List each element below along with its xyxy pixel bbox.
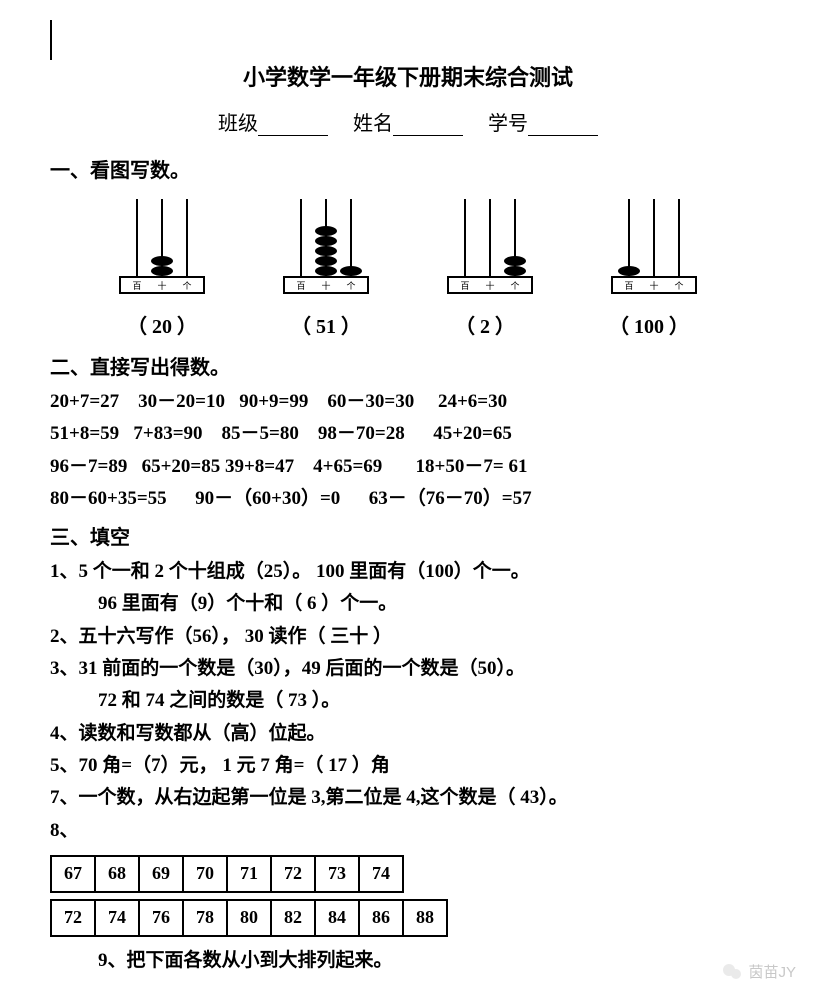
- fill-8: 8、: [50, 815, 766, 847]
- watermark: 茵苗JY: [722, 961, 796, 982]
- id-label: 学号: [488, 113, 528, 135]
- math-line: 96－7=89 65+20=85 39+8=47 4+65=69 18+50－7…: [50, 451, 766, 483]
- watermark-text: 茵苗JY: [748, 961, 796, 982]
- abacus-answer: （ 51 ）: [291, 310, 361, 339]
- wechat-icon: [722, 962, 742, 982]
- fill-9: 9、把下面各数从小到大排列起来。: [50, 945, 766, 977]
- tables-block: 6768697071727374 727476788082848688: [50, 855, 766, 937]
- math-line: 51+8=59 7+83=90 85－5=80 98－70=28 45+20=6…: [50, 418, 766, 450]
- class-label: 班级: [218, 113, 258, 135]
- table-row1: 6768697071727374: [50, 855, 404, 893]
- fill-3a: 3、31 前面的一个数是（30），49 后面的一个数是（50）。: [50, 653, 766, 685]
- section2-head: 二、直接写出得数。: [50, 351, 766, 380]
- math-line: 20+7=27 30－20=10 90+9=99 60－30=30 24+6=3…: [50, 386, 766, 418]
- svg-text:十: 十: [157, 280, 166, 291]
- svg-text:个: 个: [674, 281, 683, 291]
- table-row2: 727476788082848688: [50, 899, 448, 937]
- name-label: 姓名: [353, 113, 393, 135]
- math-line: 80－60+35=55 90－（60+30）=0 63－（76－70）=57: [50, 483, 766, 515]
- math-lines: 20+7=27 30－20=10 90+9=99 60－30=30 24+6=3…: [50, 386, 766, 515]
- cell: 71: [227, 856, 271, 892]
- cell: 84: [315, 900, 359, 936]
- svg-text:十: 十: [485, 280, 494, 291]
- svg-text:十: 十: [321, 280, 330, 291]
- page-title: 小学数学一年级下册期末综合测试: [50, 60, 766, 92]
- cell: 74: [95, 900, 139, 936]
- abacus-cell: 百十个: [430, 189, 550, 304]
- cell: 86: [359, 900, 403, 936]
- abacus-answer: （ 20 ）: [127, 310, 197, 339]
- name-blank: [393, 115, 463, 136]
- cell: 72: [271, 856, 315, 892]
- abacus-row: 百十个百十个百十个百十个: [50, 189, 766, 304]
- cell: 78: [183, 900, 227, 936]
- cell: 70: [183, 856, 227, 892]
- info-row: 班级 姓名 学号: [50, 107, 766, 136]
- svg-text:百: 百: [624, 281, 633, 291]
- fill-3b: 72 和 74 之间的数是（ 73 ）。: [50, 685, 766, 717]
- abacus: 百十个: [594, 189, 714, 299]
- page: 小学数学一年级下册期末综合测试 班级 姓名 学号 一、看图写数。 百 十 个 百 十 个 百…: [0, 0, 816, 997]
- svg-text:百: 百: [460, 281, 469, 291]
- fill-5: 5、70 角=（7）元， 1 元 7 角=（ 17 ）角: [50, 750, 766, 782]
- cell: 80: [227, 900, 271, 936]
- abacus-cell: 百十个: [266, 189, 386, 304]
- abacus: 百十个: [430, 189, 550, 299]
- abacus-cell: 百十个: [102, 189, 222, 304]
- cell: 68: [95, 856, 139, 892]
- svg-text:十: 十: [649, 280, 658, 291]
- svg-text:百: 百: [296, 281, 305, 291]
- fill-4: 4、读数和写数都从（高）位起。: [50, 718, 766, 750]
- fill-2: 2、五十六写作（56）， 30 读作（ 三十 ）: [50, 621, 766, 653]
- fill-1a: 1、5 个一和 2 个十组成（25）。 100 里面有（100）个一。: [50, 556, 766, 588]
- abacus-cell: 百十个: [594, 189, 714, 304]
- svg-text:个: 个: [182, 281, 191, 291]
- cell: 67: [51, 856, 95, 892]
- svg-text:个: 个: [346, 281, 355, 291]
- cell: 69: [139, 856, 183, 892]
- cell: 76: [139, 900, 183, 936]
- svg-text:个: 个: [510, 281, 519, 291]
- cell: 88: [403, 900, 447, 936]
- fill-7: 7、一个数，从右边起第一位是 3,第二位是 4,这个数是（ 43）。: [50, 782, 766, 814]
- cell: 72: [51, 900, 95, 936]
- cell: 74: [359, 856, 403, 892]
- cell: 73: [315, 856, 359, 892]
- section3-head: 三、填空: [50, 521, 766, 550]
- text-cursor: [50, 20, 52, 60]
- svg-text:百: 百: [132, 281, 141, 291]
- id-blank: [528, 115, 598, 136]
- abacus-answer: （ 2 ）: [455, 310, 515, 339]
- section1-head: 一、看图写数。: [50, 154, 766, 183]
- abacus: 百十个: [102, 189, 222, 299]
- cell: 82: [271, 900, 315, 936]
- abacus-answer: （ 100 ）: [609, 310, 689, 339]
- abacus: 百十个: [266, 189, 386, 299]
- answer-row: （ 20 ） （ 51 ） （ 2 ） （ 100 ）: [50, 310, 766, 339]
- fill-1b: 96 里面有（9）个十和（ 6 ）个一。: [50, 588, 766, 620]
- class-blank: [258, 115, 328, 136]
